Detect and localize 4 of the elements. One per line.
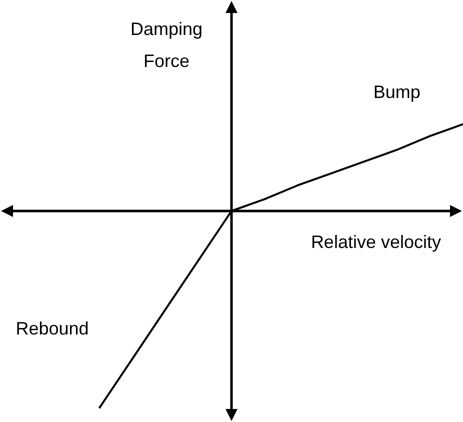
y-axis-title: Damping Force: [130, 18, 203, 71]
text: Rebound: [16, 318, 89, 338]
series-label: Bump: [373, 82, 420, 102]
x-axis-title: Relative velocity: [310, 232, 441, 252]
